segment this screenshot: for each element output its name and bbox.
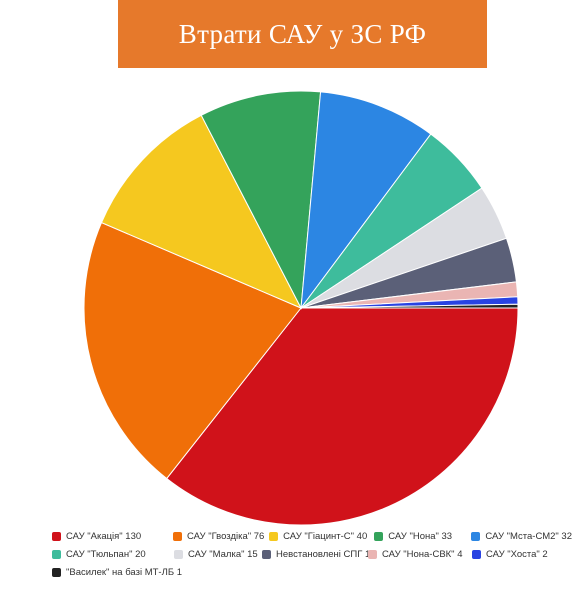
pie-slice-2[interactable]: [100, 114, 303, 310]
legend-swatch: [472, 549, 481, 559]
legend-swatch: [52, 567, 61, 577]
pie-slice-0[interactable]: [166, 307, 519, 526]
chart-legend: САУ "Акація" 130 САУ "Гвоздіка" 76 САУ "…: [52, 527, 572, 581]
legend-row: САУ "Тюльпан" 20 САУ "Малка" 15 Невстано…: [52, 545, 572, 563]
legend-swatch: [52, 549, 61, 559]
legend-item-nona-svk[interactable]: САУ "Нона-СВК" 4: [368, 549, 472, 560]
legend-label: Невстановлені СПГ 12: [276, 548, 376, 560]
legend-label: САУ "Малка" 15: [188, 548, 258, 560]
legend-item-unidentified[interactable]: Невстановлені СПГ 12: [262, 549, 376, 560]
legend-item-hiatsynt[interactable]: САУ "Гіацинт-С" 40: [269, 531, 374, 542]
chart-title-box: Втрати САУ у ЗС РФ: [118, 0, 487, 68]
legend-label: САУ "Нона" 33: [388, 530, 453, 542]
pie-slice-1[interactable]: [83, 221, 302, 480]
legend-label: САУ "Акація" 130: [66, 530, 142, 542]
legend-item-tiulpan[interactable]: САУ "Тюльпан" 20: [52, 549, 174, 560]
legend-label: САУ "Мста-СМ2" 32: [485, 530, 572, 542]
legend-swatch: [374, 531, 384, 541]
legend-swatch: [368, 549, 377, 559]
legend-row: "Василек" на базі МТ-ЛБ 1: [52, 563, 572, 581]
legend-item-hvozdika[interactable]: САУ "Гвоздіка" 76: [172, 530, 269, 542]
legend-swatch: [269, 531, 279, 541]
legend-label: САУ "Тюльпан" 20: [66, 548, 146, 560]
legend-label: САУ "Нона-СВК" 4: [382, 548, 463, 560]
legend-item-malka[interactable]: САУ "Малка" 15: [174, 549, 262, 560]
chart-title: Втрати САУ у ЗС РФ: [178, 18, 427, 49]
legend-item-msta[interactable]: САУ "Мста-СМ2" 32: [471, 531, 572, 542]
pie-slice-4[interactable]: [300, 91, 432, 310]
legend-item-khosta[interactable]: САУ "Хоста" 2: [472, 549, 548, 560]
legend-swatch: [172, 531, 182, 541]
legend-swatch: [174, 549, 183, 559]
legend-label: САУ "Гіацинт-С" 40: [283, 530, 368, 542]
pie-slice-10[interactable]: [300, 303, 519, 309]
legend-item-nona[interactable]: САУ "Нона" 33: [374, 531, 471, 542]
legend-label: САУ "Гвоздіка" 76: [186, 530, 265, 542]
pie-slice-3[interactable]: [200, 90, 322, 310]
legend-label: САУ "Хоста" 2: [486, 548, 548, 560]
legend-item-akatsiia[interactable]: САУ "Акація" 130: [52, 531, 173, 542]
legend-item-vasylek[interactable]: "Василек" на базі МТ-ЛБ 1: [52, 567, 182, 578]
legend-swatch: [262, 549, 271, 559]
legend-label: "Василек" на базі МТ-ЛБ 1: [66, 566, 182, 578]
legend-swatch: [52, 531, 61, 541]
legend-swatch: [471, 531, 481, 541]
legend-row: САУ "Акація" 130 САУ "Гвоздіка" 76 САУ "…: [52, 527, 572, 545]
